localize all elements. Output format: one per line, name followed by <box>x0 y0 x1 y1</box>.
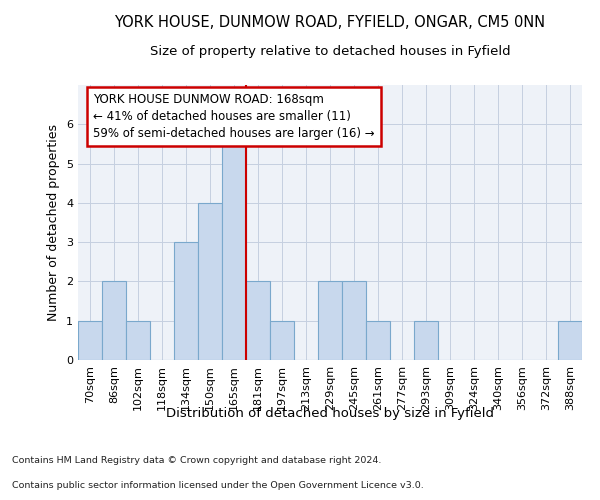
Bar <box>318 282 342 360</box>
Text: YORK HOUSE DUNMOW ROAD: 168sqm
← 41% of detached houses are smaller (11)
59% of : YORK HOUSE DUNMOW ROAD: 168sqm ← 41% of … <box>93 93 375 140</box>
Text: Size of property relative to detached houses in Fyfield: Size of property relative to detached ho… <box>149 45 511 58</box>
Bar <box>78 320 102 360</box>
Bar <box>198 203 222 360</box>
Bar <box>270 320 294 360</box>
Bar <box>126 320 150 360</box>
Y-axis label: Number of detached properties: Number of detached properties <box>47 124 61 321</box>
Bar <box>558 320 582 360</box>
Text: Distribution of detached houses by size in Fyfield: Distribution of detached houses by size … <box>166 408 494 420</box>
Bar <box>366 320 390 360</box>
Bar <box>414 320 438 360</box>
Text: YORK HOUSE, DUNMOW ROAD, FYFIELD, ONGAR, CM5 0NN: YORK HOUSE, DUNMOW ROAD, FYFIELD, ONGAR,… <box>115 15 545 30</box>
Bar <box>174 242 198 360</box>
Bar <box>222 124 246 360</box>
Text: Contains public sector information licensed under the Open Government Licence v3: Contains public sector information licen… <box>12 481 424 490</box>
Bar <box>342 282 366 360</box>
Bar <box>246 282 270 360</box>
Bar <box>102 282 126 360</box>
Text: Contains HM Land Registry data © Crown copyright and database right 2024.: Contains HM Land Registry data © Crown c… <box>12 456 382 465</box>
